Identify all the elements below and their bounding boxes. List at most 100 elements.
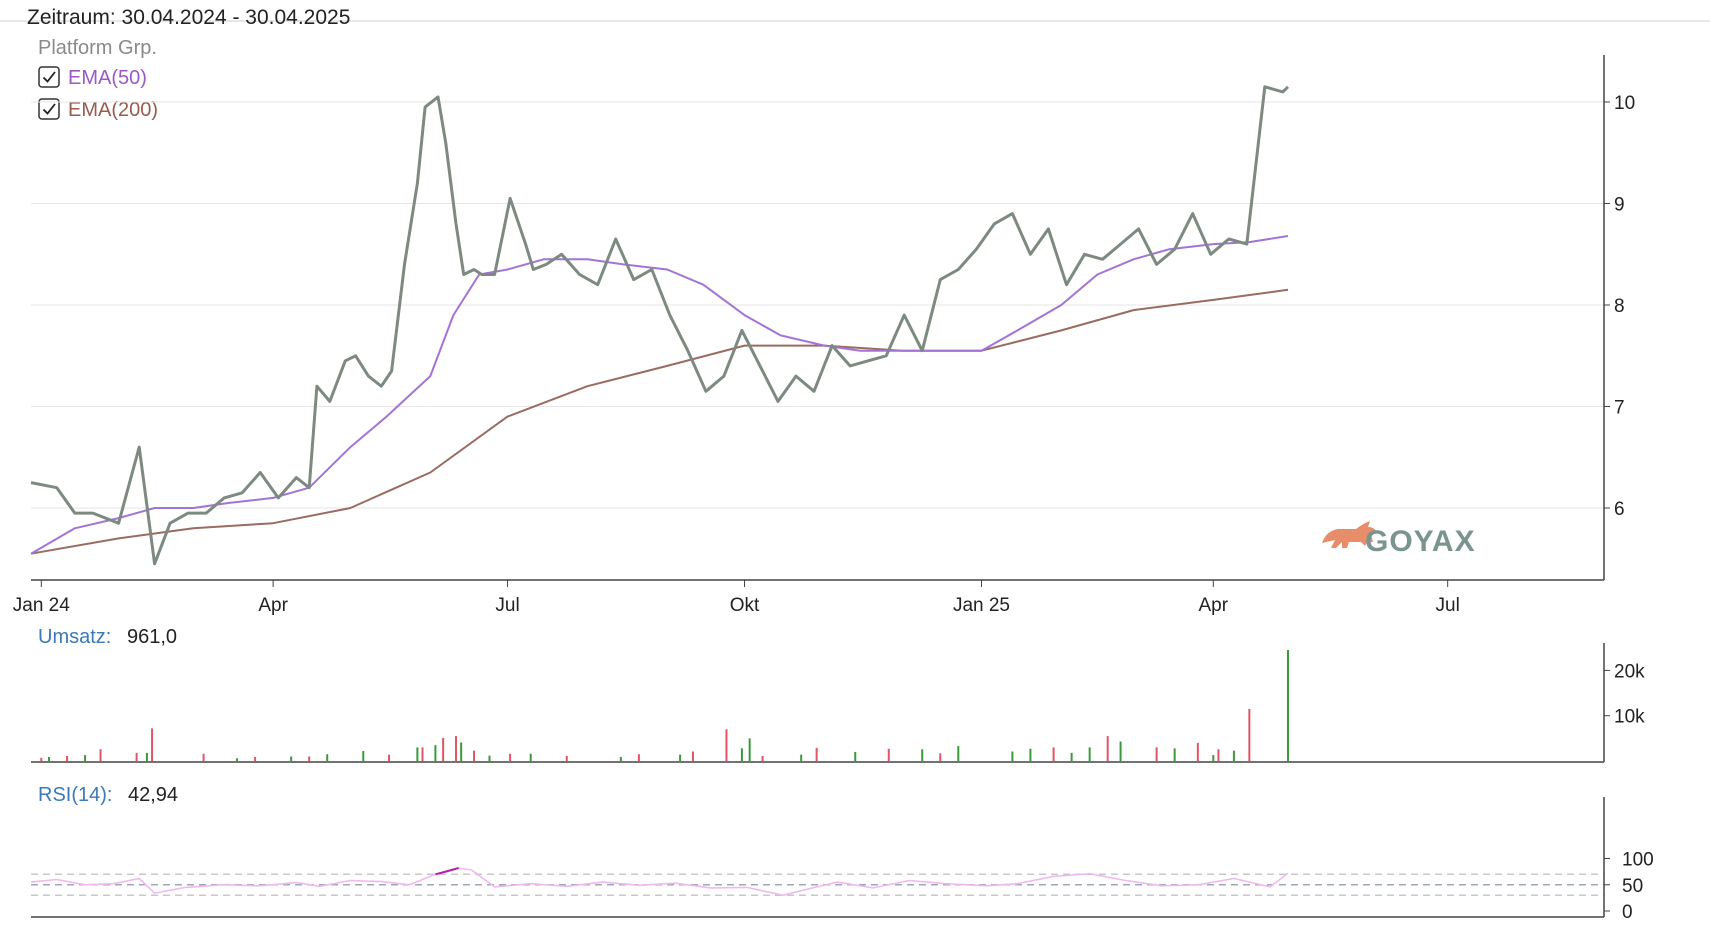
watermark-text: GOYAX	[1365, 525, 1476, 558]
volume-bar-up	[460, 742, 463, 761]
main-gridlines	[31, 101, 1604, 509]
volume-bar-down	[254, 756, 257, 761]
volume-bar-down	[565, 756, 568, 761]
volume-bar-up	[748, 738, 751, 761]
y-tick-label: 8	[1614, 296, 1625, 317]
check-icon	[42, 103, 56, 115]
y-tick-label: 7	[1614, 398, 1625, 419]
rsi-y-tick-label: 50	[1622, 876, 1643, 897]
volume-bar-down	[637, 754, 640, 761]
ema50-checkbox[interactable]	[38, 66, 60, 88]
volume-value: 961,0	[127, 626, 177, 648]
bull-icon	[1322, 521, 1376, 548]
volume-bar-up	[529, 753, 532, 761]
volume-bar-down	[308, 756, 311, 761]
ema50-line	[30, 235, 1289, 555]
volume-bar-up	[362, 751, 365, 761]
volume-bar-up	[800, 754, 803, 761]
volume-bar-up	[957, 746, 960, 761]
volume-bar-down	[887, 748, 890, 761]
x-tick-label: Apr	[258, 595, 288, 616]
volume-axes: 10k 20k	[31, 643, 1645, 763]
volume-bar-up	[1119, 741, 1122, 761]
volume-bar-down	[473, 750, 476, 761]
volume-bar-down	[455, 736, 458, 761]
x-tick-label: Apr	[1199, 595, 1229, 616]
volume-bar-up	[1173, 748, 1176, 761]
volume-bar-down	[939, 753, 942, 761]
volume-bar-up	[416, 747, 419, 761]
legend-ema200-label: EMA(200)	[68, 99, 158, 121]
bull-body	[1322, 521, 1376, 548]
volume-bar-up	[619, 756, 622, 761]
y-tick-label: 6	[1614, 499, 1625, 520]
volume-y-tick-label: 20k	[1614, 661, 1645, 682]
volume-bar-up	[921, 749, 924, 761]
volume-y-tick-label: 10k	[1614, 707, 1645, 728]
volume-bar-down	[691, 751, 694, 761]
rsi-line-group	[30, 867, 1289, 897]
volume-bar-down	[1196, 742, 1199, 761]
rsi-label: RSI(14):	[38, 784, 112, 806]
volume-bar-down	[135, 752, 138, 761]
volume-bar-up	[48, 756, 51, 761]
volume-bar-down	[815, 747, 818, 761]
rsi-y-tick-label: 0	[1622, 902, 1633, 923]
volume-bar-up	[290, 756, 293, 761]
zeitraum-label: Zeitraum: 30.04.2024 - 30.04.2025	[27, 6, 350, 29]
legend-item-ema50[interactable]: EMA(50)	[38, 66, 147, 89]
volume-bar-down	[1106, 736, 1109, 761]
volume-bar-down	[202, 753, 205, 761]
volume-bar-up	[1232, 750, 1235, 761]
volume-bar-up	[1011, 751, 1014, 761]
volume-bar-down	[151, 728, 154, 761]
main-axes: 6 7 8 9 10 Jan 24 Apr Jul Okt Jan 25 Apr Jul	[13, 55, 1635, 616]
ema200-line	[30, 288, 1289, 555]
volume-bar-up	[1088, 747, 1091, 761]
volume-bar-down	[421, 747, 424, 761]
volume-bar-down	[99, 749, 102, 761]
volume-bar-up	[1070, 752, 1073, 761]
rsi-overbought-segment	[435, 867, 459, 876]
volume-bar-up	[84, 755, 87, 761]
volume-bar-down	[1217, 749, 1220, 761]
x-tick-label: Jan 24	[13, 595, 70, 616]
legend-title: Platform Grp.	[38, 37, 157, 59]
price-line	[30, 85, 1290, 566]
volume-bar-up	[236, 758, 239, 761]
volume-bar-down	[442, 737, 445, 761]
volume-bar-up	[326, 754, 329, 761]
y-tick-label: 10	[1614, 93, 1635, 114]
volume-bar-up	[434, 745, 437, 761]
volume-bar-up	[1212, 755, 1215, 761]
y-tick-label: 9	[1614, 195, 1625, 216]
volume-bar-down	[40, 757, 43, 761]
volume-bar-down	[509, 753, 512, 761]
volume-bar-down	[66, 756, 69, 761]
volume-label: Umsatz:	[38, 626, 111, 648]
volume-bar-up	[488, 755, 491, 761]
check-icon	[42, 71, 56, 83]
volume-bar-down	[725, 729, 728, 761]
ema200-line-group	[30, 288, 1289, 555]
x-tick-label: Jul	[495, 595, 519, 616]
rsi-reference-lines	[31, 873, 1604, 896]
x-tick-label: Okt	[730, 595, 760, 616]
volume-bar-down	[388, 754, 391, 761]
volume-bar-up	[1029, 748, 1032, 761]
volume-bar-down	[1155, 747, 1158, 761]
rsi-y-tick-label: 100	[1622, 850, 1654, 871]
volume-bar-up	[1287, 650, 1289, 761]
ema50-line-group	[30, 235, 1289, 555]
volume-bar-up	[740, 748, 743, 761]
x-tick-label: Jul	[1436, 595, 1460, 616]
volume-bar-up	[679, 754, 682, 761]
volume-bar-down	[1052, 747, 1055, 761]
rsi-axes: 0 50 100	[31, 797, 1654, 923]
rsi-line	[30, 867, 1289, 897]
legend-ema50-label: EMA(50)	[68, 67, 147, 89]
x-tick-label: Jan 25	[953, 595, 1010, 616]
legend-item-ema200[interactable]: EMA(200)	[38, 98, 158, 121]
